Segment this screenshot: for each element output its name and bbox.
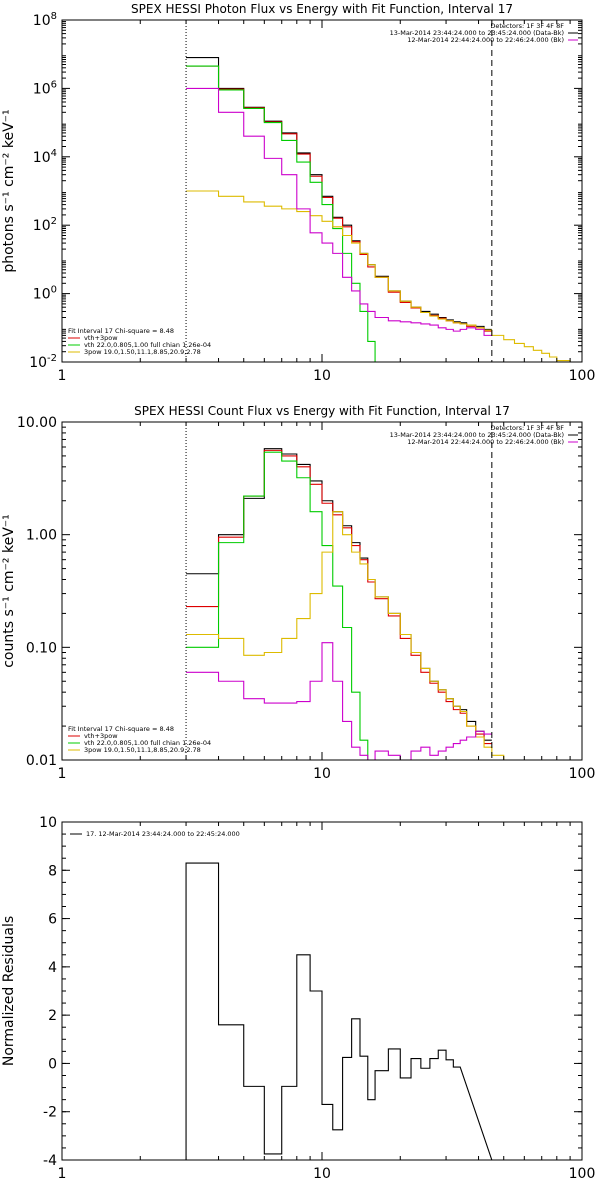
y-axis-label: photons s⁻¹ cm⁻² keV⁻¹	[1, 109, 17, 272]
legend-entry: vth 22.0,0.805,1.00 full chian 1.26e-04	[84, 739, 211, 747]
y-tick-base: 4	[48, 960, 57, 976]
series-line-0	[185, 862, 493, 1160]
y-tick-label: -4	[43, 1153, 57, 1169]
x-tick-label: 100	[569, 1166, 596, 1182]
legend-entry: 3pow 19.0,1.50,11.1,8.85,20.9,2.78	[84, 348, 201, 356]
y-tick-exponent: 4	[51, 148, 57, 159]
y-tick-label: 10.00	[17, 415, 57, 431]
y-tick-label: 4	[48, 960, 57, 976]
y-tick-base: 10	[39, 815, 57, 831]
legend-entry: 13-Mar-2014 23:44:24.000 to 23:45:24.000…	[390, 29, 564, 37]
chart-title: SPEX HESSI Photon Flux vs Energy with Fi…	[131, 2, 513, 16]
y-tick-label: 100	[33, 285, 57, 303]
x-tick-label: 100	[569, 766, 596, 782]
y-tick-base: 10	[33, 150, 51, 166]
axis-ticks	[61, 19, 582, 363]
series-line-3	[186, 190, 571, 362]
series-group	[186, 56, 571, 362]
x-tick-label: 1	[58, 1166, 67, 1182]
photon-flux-panel: SPEX HESSI Photon Flux vs Energy with Fi…	[1, 2, 595, 384]
legend-entry: 17. 12-Mar-2014 23:44:24.000 to 22:45:24…	[86, 830, 240, 838]
series-group	[185, 862, 493, 1160]
legend-entry: vth+3pow	[84, 732, 118, 740]
legend-entry: 12-Mar-2014 22:44:24.000 to 22:46:24.000…	[407, 438, 564, 446]
y-tick-base: 0.01	[26, 753, 57, 769]
y-tick-label: 10-2	[29, 353, 57, 371]
y-tick-exponent: 0	[51, 285, 57, 296]
x-tick-label: 10	[313, 1166, 331, 1182]
legend-entry: Detectors: 1F 3F 4F 8F	[490, 424, 564, 432]
y-tick-base: 10	[33, 287, 51, 303]
axis-ticks	[61, 421, 582, 761]
y-tick-label: 106	[33, 79, 57, 97]
y-tick-base: 0	[48, 1056, 57, 1072]
y-tick-label: 0.10	[26, 640, 57, 656]
y-tick-base: 2	[48, 1008, 57, 1024]
legend-entry: vth 22.0,0.805,1.00 full chian 1.26e-04	[84, 341, 211, 349]
y-tick-base: 10.00	[17, 415, 57, 431]
x-tick-label: 100	[569, 368, 596, 384]
y-tick-base: 8	[48, 863, 57, 879]
chart-title: SPEX HESSI Count Flux vs Energy with Fit…	[134, 404, 510, 418]
y-tick-label: 108	[33, 11, 57, 29]
y-tick-base: 1.00	[26, 528, 57, 544]
y-tick-label: -2	[43, 1105, 57, 1121]
legend-entry: 3pow 19.0,1.50,11.1,8.85,20.9,2.78	[84, 746, 201, 754]
x-tick-label: 1	[58, 766, 67, 782]
axis-ticks	[61, 821, 582, 1161]
y-tick-label: 104	[33, 148, 57, 166]
legend-entry: Fit Interval 17 Chi-square = 8.48	[68, 327, 174, 335]
y-tick-base: 10	[33, 218, 51, 234]
y-tick-base: -2	[43, 1105, 57, 1121]
y-tick-label: 10	[39, 815, 57, 831]
series-line-2	[186, 451, 369, 760]
y-tick-label: 0.01	[26, 753, 57, 769]
y-tick-base: 0.10	[26, 640, 57, 656]
y-tick-base: 10	[29, 355, 47, 371]
series-line-4	[186, 642, 492, 760]
y-tick-exponent: 2	[51, 216, 57, 227]
series-line-4	[186, 87, 492, 336]
y-axis-label: counts s⁻¹ cm⁻² keV⁻¹	[1, 514, 17, 668]
legend-entry: 13-Mar-2014 23:44:24.000 to 23:45:24.000…	[390, 431, 564, 439]
count-flux-panel: SPEX HESSI Count Flux vs Energy with Fit…	[1, 404, 596, 782]
y-tick-label: 2	[48, 1008, 57, 1024]
y-tick-label: 0	[48, 1056, 57, 1072]
y-tick-label: 8	[48, 863, 57, 879]
series-line-1	[186, 449, 492, 745]
residuals-panel: 1 10 100 -4 -2 0 2 4 6 8 10 Normalized Residuals 17.…	[1, 815, 595, 1182]
y-tick-label: 1.00	[26, 528, 57, 544]
x-tick-label: 1	[58, 368, 67, 384]
legend-entry: Detectors: 1F 3F 4F 8F	[490, 22, 564, 30]
series-line-2	[186, 65, 389, 362]
y-tick-label: 102	[33, 216, 57, 234]
y-tick-label: 6	[48, 912, 57, 928]
y-tick-exponent: 6	[51, 79, 57, 90]
legend-entry: 12-Mar-2014 22:44:24.000 to 22:46:24.000…	[407, 36, 564, 44]
y-tick-base: 6	[48, 912, 57, 928]
series-line-0	[186, 56, 492, 330]
y-tick-base: 10	[33, 13, 51, 29]
y-tick-exponent: -2	[47, 353, 57, 364]
series-group	[186, 448, 505, 760]
series-line-3	[186, 511, 505, 760]
x-tick-label: 10	[313, 766, 331, 782]
legend-entry: Fit Interval 17 Chi-square = 8.48	[68, 725, 174, 733]
legend-entry: vth+3pow	[84, 334, 118, 342]
y-axis-label: Normalized Residuals	[1, 916, 17, 1066]
series-line-1	[186, 65, 492, 332]
x-tick-label: 10	[313, 368, 331, 384]
y-tick-base: -4	[43, 1153, 57, 1169]
y-tick-base: 10	[33, 81, 51, 97]
y-tick-exponent: 8	[51, 11, 57, 22]
